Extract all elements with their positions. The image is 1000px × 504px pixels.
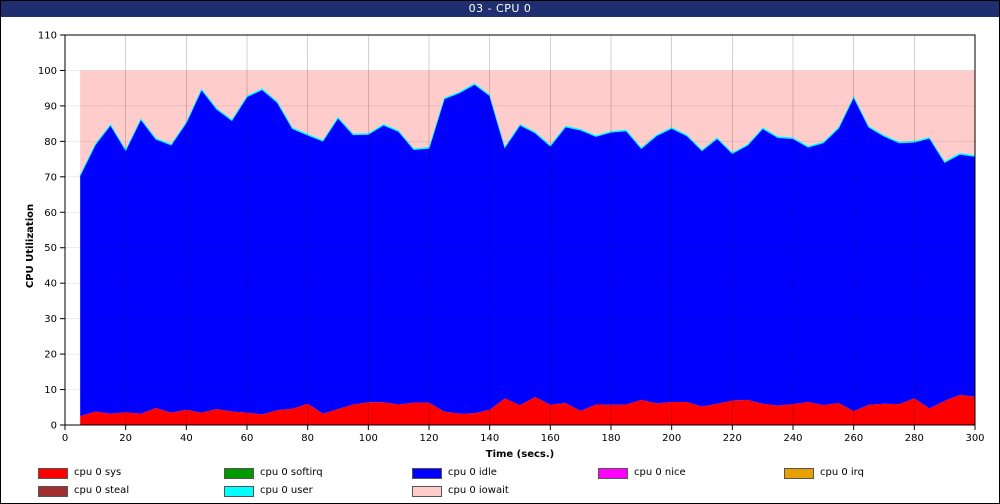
legend-label: cpu 0 sys — [74, 467, 122, 478]
x-tick-label: 220 — [723, 433, 742, 444]
y-tick-label: 50 — [44, 243, 57, 254]
legend-item-cpu-0-softirq: cpu 0 softirq — [224, 466, 404, 480]
x-tick-label: 60 — [241, 433, 254, 444]
legend-item-cpu-0-user: cpu 0 user — [224, 484, 404, 498]
x-tick-label: 180 — [601, 433, 620, 444]
legend-label: cpu 0 irq — [820, 467, 864, 478]
legend-swatch — [38, 468, 68, 479]
x-tick-label: 100 — [359, 433, 378, 444]
legend-label: cpu 0 idle — [448, 467, 497, 478]
series-area-cpu-0-sys — [80, 394, 976, 425]
legend-swatch — [598, 468, 628, 479]
x-tick-label: 300 — [965, 433, 984, 444]
x-tick-label: 160 — [541, 433, 560, 444]
x-tick-label: 0 — [62, 433, 68, 444]
y-tick-label: 110 — [38, 31, 57, 42]
y-tick-label: 70 — [44, 172, 57, 183]
x-tick-label: 200 — [662, 433, 681, 444]
x-tick-label: 240 — [783, 433, 802, 444]
legend-item-cpu-0-steal: cpu 0 steal — [38, 484, 218, 498]
y-tick-label: 90 — [44, 101, 57, 112]
legend-item-cpu-0-irq: cpu 0 irq — [784, 466, 964, 480]
x-tick-label: 140 — [480, 433, 499, 444]
y-tick-label: 60 — [44, 208, 57, 219]
legend-swatch — [412, 468, 442, 479]
legend-item-cpu-0-idle: cpu 0 idle — [412, 466, 592, 480]
window-title: 03 - CPU 0 — [1, 1, 999, 17]
x-tick-label: 20 — [119, 433, 132, 444]
legend-item-cpu-0-nice: cpu 0 nice — [598, 466, 778, 480]
x-tick-label: 80 — [301, 433, 314, 444]
legend-label: cpu 0 user — [260, 485, 313, 496]
x-tick-label: 280 — [905, 433, 924, 444]
series-area-cpu-0-idle — [80, 84, 976, 417]
y-tick-label: 20 — [44, 350, 57, 361]
legend-item-cpu-0-iowait: cpu 0 iowait — [412, 484, 592, 498]
x-tick-label: 120 — [419, 433, 438, 444]
series-areas — [79, 70, 976, 425]
legend-label: cpu 0 steal — [74, 485, 130, 496]
y-tick-label: 30 — [44, 314, 57, 325]
legend: cpu 0 sys cpu 0 softirq cpu 0 idle cpu 0 ni… — [0, 462, 1000, 504]
legend-swatch — [784, 468, 814, 479]
legend-swatch — [224, 486, 254, 497]
grid-lines — [65, 35, 975, 425]
cpu-chart: 0 10 20 30 40 50 60 70 80 90 100 110 0 20 40 60 80 100 120… — [25, 31, 985, 461]
legend-label: cpu 0 nice — [634, 467, 686, 478]
x-axis-label: Time (secs.) — [486, 449, 555, 460]
y-tick-label: 10 — [44, 385, 57, 396]
legend-swatch — [412, 486, 442, 497]
y-tick-label: 0 — [51, 421, 57, 432]
y-tick-label: 40 — [44, 279, 57, 290]
axes: 0 10 20 30 40 50 60 70 80 90 100 110 0 20 40 60 80 100 120… — [38, 31, 985, 445]
legend-label: cpu 0 softirq — [260, 467, 323, 478]
x-tick-label: 40 — [180, 433, 193, 444]
x-tick-label: 260 — [844, 433, 863, 444]
y-tick-label: 80 — [44, 137, 57, 148]
legend-swatch — [38, 486, 68, 497]
legend-swatch — [224, 468, 254, 479]
legend-item-cpu-0-sys: cpu 0 sys — [38, 466, 218, 480]
y-axis-label: CPU Utilization — [25, 204, 36, 288]
legend-label: cpu 0 iowait — [448, 485, 509, 496]
series-area-cpu-0-iowait — [80, 70, 976, 175]
plot-frame — [64, 34, 976, 426]
y-tick-label: 100 — [38, 66, 57, 77]
